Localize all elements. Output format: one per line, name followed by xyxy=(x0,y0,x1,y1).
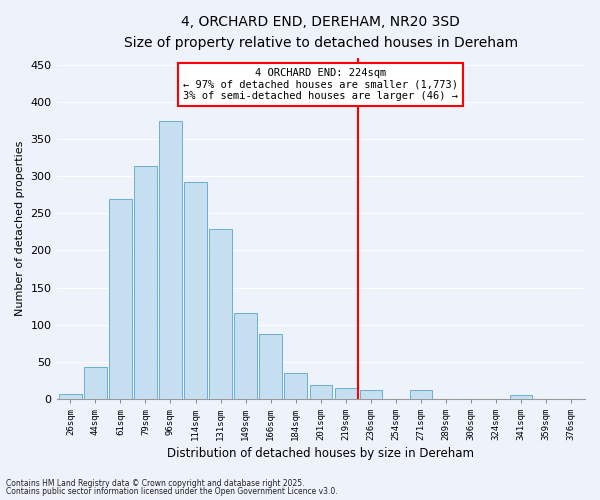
Bar xyxy=(84,367,107,399)
Title: 4, ORCHARD END, DEREHAM, NR20 3SD
Size of property relative to detached houses i: 4, ORCHARD END, DEREHAM, NR20 3SD Size o… xyxy=(124,15,518,50)
Bar xyxy=(310,386,332,399)
Bar xyxy=(510,395,532,399)
Bar xyxy=(359,390,382,399)
Bar xyxy=(134,166,157,399)
Bar xyxy=(235,313,257,399)
Text: Contains HM Land Registry data © Crown copyright and database right 2025.: Contains HM Land Registry data © Crown c… xyxy=(6,478,305,488)
Text: Contains public sector information licensed under the Open Government Licence v3: Contains public sector information licen… xyxy=(6,487,338,496)
Y-axis label: Number of detached properties: Number of detached properties xyxy=(15,140,25,316)
Text: 4 ORCHARD END: 224sqm
← 97% of detached houses are smaller (1,773)
3% of semi-de: 4 ORCHARD END: 224sqm ← 97% of detached … xyxy=(183,68,458,101)
Bar xyxy=(284,373,307,399)
Bar xyxy=(335,388,357,399)
Bar xyxy=(184,182,207,399)
Bar xyxy=(259,334,282,399)
Bar xyxy=(109,198,131,399)
Bar xyxy=(410,390,432,399)
Bar xyxy=(59,394,82,399)
X-axis label: Distribution of detached houses by size in Dereham: Distribution of detached houses by size … xyxy=(167,447,474,460)
Bar xyxy=(159,120,182,399)
Bar xyxy=(209,229,232,399)
